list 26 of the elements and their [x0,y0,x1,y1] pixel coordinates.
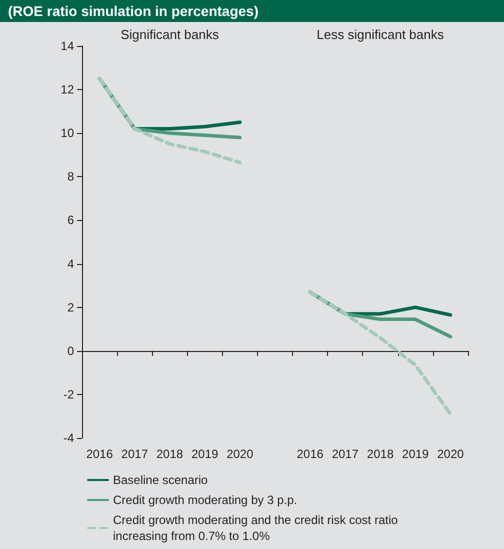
text: Significant banks [120,27,220,42]
y-tick-label: 4 [67,256,74,271]
x-tick-label: 2020 [437,447,464,461]
x-tick-label: 2019 [191,447,218,461]
legend-label: Baseline scenario [113,473,208,487]
y-tick-label: 2 [67,300,74,314]
y-tick-label: 14 [60,39,74,53]
x-tick-label: 2017 [332,447,359,461]
x-tick-label: 2019 [402,447,430,461]
y-tick-label: 8 [67,170,74,184]
y-tick-label: 10 [60,126,74,140]
x-tick-label: 2020 [226,447,254,461]
y-tick-label: 6 [67,213,74,228]
legend-label: Credit growth moderating by 3 p.p. [113,493,298,507]
x-tick-label: 2017 [121,447,148,461]
y-tick-label: -4 [63,431,74,445]
y-tick-label: 0 [67,344,74,358]
y-tick-label: 12 [60,82,74,97]
x-tick-label: 2018 [156,447,184,461]
x-tick-label: 2016 [296,447,324,461]
y-tick-label: -2 [63,387,74,402]
text: Less significant banks [316,27,444,42]
x-tick-label: 2016 [86,447,114,461]
chart-title: (ROE ratio simulation in percentages) [0,0,504,22]
legend-label: Credit growth moderating and the credit risk cost ratio increasing from 0.7% to 1.0% [113,513,402,543]
x-tick-label: 2018 [366,447,394,461]
